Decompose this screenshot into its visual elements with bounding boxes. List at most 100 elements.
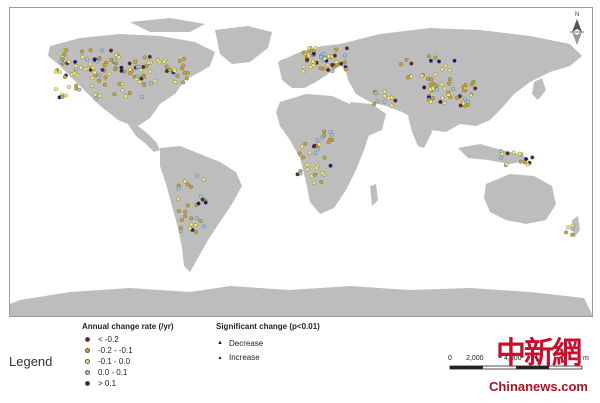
lake-point: [524, 157, 529, 161]
lake-point: [566, 225, 570, 230]
lake-point: [179, 218, 184, 223]
lake-point: [92, 57, 97, 62]
new-zealand: [572, 216, 580, 238]
lake-point: [66, 85, 71, 90]
lake-point: [198, 219, 203, 224]
lake-point: [140, 94, 145, 99]
lake-point: [142, 55, 147, 60]
lake-point: [100, 67, 105, 72]
lake-point: [317, 142, 322, 147]
lake-point: [128, 71, 133, 76]
legend-item: -0.2 - -0.1: [82, 345, 174, 356]
lake-point: [393, 98, 398, 103]
lake-point: [189, 216, 194, 221]
lake-point: [88, 62, 92, 67]
lake-point: [182, 56, 186, 61]
lake-point: [295, 172, 300, 177]
lake-point: [148, 81, 153, 86]
lake-point: [504, 162, 509, 167]
lake-point: [319, 180, 324, 184]
lake-point: [451, 87, 456, 92]
lake-point: [73, 64, 78, 69]
lake-point: [128, 67, 132, 72]
lake-point: [426, 54, 431, 59]
lake-point: [330, 62, 335, 67]
lake-point: [339, 61, 344, 66]
lake-point: [183, 179, 187, 184]
lake-point: [119, 68, 124, 73]
lake-point: [518, 159, 523, 164]
lake-point: [142, 74, 146, 79]
lake-point: [328, 163, 333, 168]
scale-tick-label: 4,000: [504, 355, 522, 362]
swatch-neg02-neg01: [85, 348, 90, 353]
lake-point: [189, 222, 194, 227]
lake-point: [343, 67, 348, 72]
lake-point: [428, 87, 433, 92]
lake-point: [433, 72, 438, 77]
swatch-neg01-0: [85, 359, 90, 364]
lake-point: [62, 75, 67, 79]
lake-point: [90, 75, 95, 80]
increase-triangle-icon: ▴: [218, 354, 222, 361]
lake-point: [139, 68, 143, 73]
lake-point: [422, 85, 427, 90]
lake-point: [440, 67, 445, 72]
lake-point: [389, 103, 394, 108]
legend-item: ▲ Decrease: [216, 336, 320, 350]
lake-point: [428, 58, 433, 63]
lake-point: [63, 93, 68, 98]
lake-point: [307, 150, 312, 155]
lake-point: [440, 95, 445, 100]
arctic-islands: [130, 18, 205, 32]
lake-point: [334, 60, 339, 64]
australia: [484, 174, 556, 224]
lake-point: [311, 59, 315, 64]
lake-point: [431, 96, 436, 101]
lake-point: [313, 172, 318, 177]
compass-icon: [570, 19, 584, 45]
lake-point: [461, 88, 466, 93]
lake-point: [564, 230, 569, 235]
lake-point: [58, 59, 63, 64]
lake-point: [139, 76, 144, 81]
lake-point: [92, 70, 97, 75]
lake-point: [162, 60, 167, 64]
lake-point: [382, 89, 387, 94]
lake-point: [443, 63, 448, 68]
swatch-gt-01: [85, 381, 90, 386]
scale-bar: 0 2,000 4,000 m: [442, 355, 592, 379]
lake-point: [176, 186, 181, 191]
lake-point: [447, 77, 452, 82]
lake-point: [332, 53, 337, 58]
lake-point: [301, 69, 306, 74]
lake-point: [167, 67, 172, 72]
lake-point: [409, 74, 414, 79]
lake-point: [80, 55, 85, 60]
lake-point: [184, 76, 189, 81]
lake-point: [426, 76, 431, 81]
southeast-asia-islands: [458, 144, 530, 164]
lake-point: [103, 75, 108, 80]
lake-point: [305, 167, 310, 172]
lake-point: [342, 53, 347, 58]
lake-point: [53, 87, 58, 92]
lake-point: [404, 57, 409, 62]
legend-item: ▴ Increase: [216, 350, 320, 364]
lake-point: [185, 182, 190, 187]
lake-point: [301, 50, 306, 55]
lake-point: [505, 151, 510, 156]
lake-point: [60, 57, 65, 61]
lake-point: [399, 62, 404, 67]
lake-point: [88, 48, 93, 53]
lake-point: [311, 63, 316, 68]
lake-point: [173, 79, 178, 84]
lake-point: [321, 52, 326, 56]
north-label: N: [574, 12, 580, 18]
lake-point: [75, 73, 79, 78]
lake-point: [83, 67, 88, 71]
lake-point: [308, 65, 313, 70]
lake-point: [141, 64, 146, 69]
lake-point: [187, 226, 192, 231]
lake-point: [113, 67, 118, 72]
